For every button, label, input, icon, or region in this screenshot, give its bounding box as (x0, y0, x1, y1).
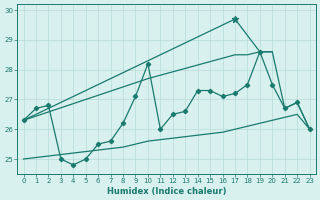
X-axis label: Humidex (Indice chaleur): Humidex (Indice chaleur) (107, 187, 226, 196)
